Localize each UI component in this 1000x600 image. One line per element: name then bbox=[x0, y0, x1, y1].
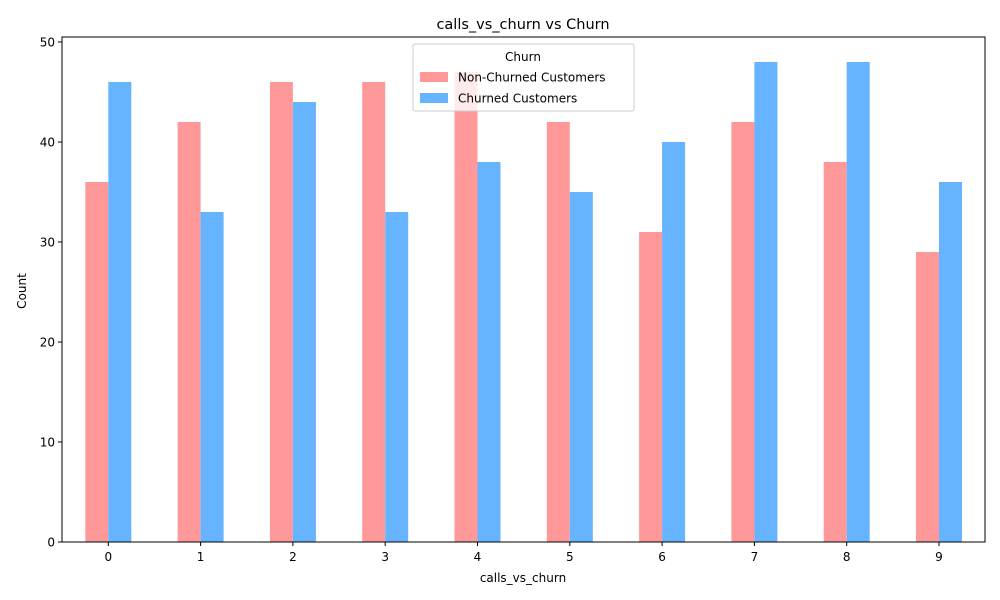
legend: Churn Non-Churned Customers Churned Cust… bbox=[412, 43, 635, 112]
bar-churned-0 bbox=[108, 82, 132, 542]
x-tick-label: 7 bbox=[751, 550, 759, 564]
x-tick-label: 1 bbox=[197, 550, 205, 564]
y-tick-label: 0 bbox=[47, 536, 55, 550]
y-tick-label: 50 bbox=[40, 36, 55, 50]
bar-non-churned-5 bbox=[546, 122, 570, 542]
bar-churned-8 bbox=[846, 62, 870, 542]
x-tick-label: 5 bbox=[566, 550, 574, 564]
y-tick-label: 20 bbox=[40, 336, 55, 350]
x-tick-label: 9 bbox=[935, 550, 943, 564]
y-tick-label: 10 bbox=[40, 436, 55, 450]
bar-churned-1 bbox=[200, 212, 224, 542]
bar-churned-2 bbox=[292, 102, 316, 542]
bar-non-churned-6 bbox=[639, 232, 663, 542]
chart-title: calls_vs_churn vs Churn bbox=[436, 17, 609, 33]
x-tick-label: 8 bbox=[843, 550, 851, 564]
bar-churned-7 bbox=[754, 62, 778, 542]
x-tick-label: 0 bbox=[104, 550, 112, 564]
bar-non-churned-4 bbox=[454, 72, 478, 542]
x-tick-label: 3 bbox=[381, 550, 389, 564]
bar-non-churned-0 bbox=[85, 182, 109, 542]
bar-non-churned-8 bbox=[823, 162, 847, 542]
x-axis-label: calls_vs_churn bbox=[480, 571, 566, 585]
plot-frame bbox=[61, 36, 986, 543]
bar-churned-5 bbox=[569, 192, 593, 542]
legend-title: Churn bbox=[505, 50, 541, 64]
bar-non-churned-9 bbox=[916, 252, 939, 542]
bar-non-churned-7 bbox=[731, 122, 755, 542]
bar-churned-9 bbox=[939, 182, 962, 542]
bar-non-churned-2 bbox=[269, 82, 293, 542]
x-tick-label: 2 bbox=[289, 550, 297, 564]
legend-swatch-churned bbox=[420, 93, 448, 103]
y-axis-label: Count bbox=[15, 273, 29, 309]
bar-non-churned-1 bbox=[177, 122, 201, 542]
bars-layer bbox=[85, 62, 962, 542]
y-tick-label: 40 bbox=[40, 136, 55, 150]
bar-churned-6 bbox=[662, 142, 686, 542]
axes-layer: 0 10 20 30 40 50 0 1 2 3 4 5 6 7 8 9 bbox=[40, 36, 986, 564]
legend-frame bbox=[412, 43, 635, 112]
legend-label-churned: Churned Customers bbox=[458, 92, 577, 106]
legend-swatch-non-churned bbox=[420, 72, 448, 82]
bar-churned-4 bbox=[477, 162, 501, 542]
x-tick-label: 6 bbox=[658, 550, 666, 564]
y-tick-label: 30 bbox=[40, 236, 55, 250]
bar-churned-3 bbox=[385, 212, 409, 542]
legend-label-non-churned: Non-Churned Customers bbox=[458, 71, 606, 85]
x-tick-label: 4 bbox=[474, 550, 482, 564]
bar-non-churned-3 bbox=[362, 82, 386, 542]
